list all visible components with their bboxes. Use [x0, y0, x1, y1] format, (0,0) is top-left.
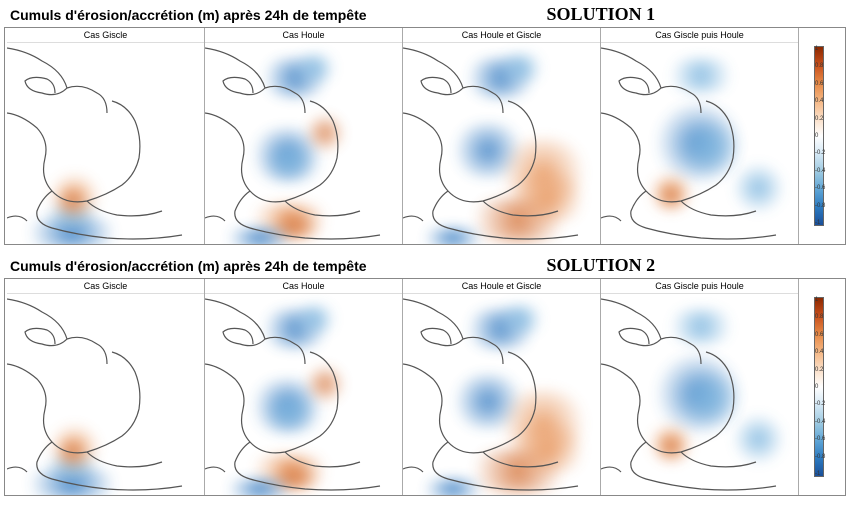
colorbar-tick: -0.2	[815, 401, 825, 407]
panel-1-1: Cas Houle	[205, 28, 403, 244]
colorbar-tick: -0.8	[815, 454, 825, 460]
colorbar-2: 1 0.8 0.6 0.4 0.2 0 -0.2 -0.4 -0.6 -0.8 -1	[799, 279, 839, 495]
colorbar-tick: -0.8	[815, 203, 825, 209]
panel-2-3: Cas Giscle puis Houle	[601, 279, 799, 495]
coastline-outline	[7, 294, 204, 494]
panel-title: Cas Giscle puis Houle	[601, 28, 798, 43]
colorbar-tick: 0	[815, 133, 825, 139]
colorbar-tick: 0.8	[815, 63, 825, 69]
colorbar-tick: 0.8	[815, 314, 825, 320]
section-title-1: Cumuls d'érosion/accrétion (m) après 24h…	[10, 7, 367, 23]
solution-label-1: SOLUTION 1	[547, 4, 656, 25]
colorbar-tick: -0.2	[815, 150, 825, 156]
panel-2-1: Cas Houle	[205, 279, 403, 495]
coastline-outline	[205, 294, 402, 494]
panel-body	[403, 43, 600, 244]
panel-title: Cas Houle	[205, 28, 402, 43]
colorbar-tick: 0	[815, 384, 825, 390]
coastline-outline	[403, 43, 600, 243]
section-title-2: Cumuls d'érosion/accrétion (m) après 24h…	[10, 258, 367, 274]
panel-body	[7, 294, 204, 495]
header-row-1: Cumuls d'érosion/accrétion (m) après 24h…	[0, 0, 850, 27]
solution-label-2: SOLUTION 2	[547, 255, 656, 276]
panel-title: Cas Giscle	[7, 28, 204, 43]
colorbar-tick: 1	[815, 46, 825, 52]
colorbar-tick: 0.4	[815, 349, 825, 355]
solution-2-section: Cumuls d'érosion/accrétion (m) après 24h…	[0, 251, 850, 496]
colorbar-tick: 0.2	[815, 367, 825, 373]
panel-title: Cas Houle et Giscle	[403, 28, 600, 43]
panel-2-0: Cas Giscle	[7, 279, 205, 495]
panel-body	[7, 43, 204, 244]
colorbar-tick: -1	[815, 220, 825, 226]
solution-1-section: Cumuls d'érosion/accrétion (m) après 24h…	[0, 0, 850, 245]
colorbar-1: 1 0.8 0.6 0.4 0.2 0 -0.2 -0.4 -0.6 -0.8 -1	[799, 28, 839, 244]
coastline-outline	[601, 294, 798, 494]
panel-2-2: Cas Houle et Giscle	[403, 279, 601, 495]
colorbar-tick: 1	[815, 297, 825, 303]
panel-1-0: Cas Giscle	[7, 28, 205, 244]
coastline-outline	[205, 43, 402, 243]
panel-body	[601, 43, 798, 244]
colorbar-tick: -0.6	[815, 185, 825, 191]
coastline-outline	[601, 43, 798, 243]
panel-title: Cas Houle	[205, 279, 402, 294]
panel-title: Cas Giscle	[7, 279, 204, 294]
panel-title: Cas Giscle puis Houle	[601, 279, 798, 294]
panel-body	[205, 43, 402, 244]
colorbar-tick: 0.6	[815, 332, 825, 338]
panel-1-3: Cas Giscle puis Houle	[601, 28, 799, 244]
colorbar-ticks: 1 0.8 0.6 0.4 0.2 0 -0.2 -0.4 -0.6 -0.8 -1	[815, 46, 825, 226]
colorbar-tick: -0.6	[815, 436, 825, 442]
panel-body	[601, 294, 798, 495]
colorbar-tick: -0.4	[815, 168, 825, 174]
header-row-2: Cumuls d'érosion/accrétion (m) après 24h…	[0, 251, 850, 278]
colorbar-tick: 0.6	[815, 81, 825, 87]
colorbar-tick: 0.2	[815, 116, 825, 122]
colorbar-tick: -0.4	[815, 419, 825, 425]
panel-body	[205, 294, 402, 495]
colorbar-tick: -1	[815, 471, 825, 477]
coastline-outline	[7, 43, 204, 243]
colorbar-ticks: 1 0.8 0.6 0.4 0.2 0 -0.2 -0.4 -0.6 -0.8 -1	[815, 297, 825, 477]
panel-1-2: Cas Houle et Giscle	[403, 28, 601, 244]
panels-row-2: Cas Giscle Cas Houle Cas Houle et Giscle…	[4, 278, 846, 496]
panels-row-1: Cas Giscle Cas Houle Cas Houle et Giscle…	[4, 27, 846, 245]
coastline-outline	[403, 294, 600, 494]
colorbar-tick: 0.4	[815, 98, 825, 104]
panel-body	[403, 294, 600, 495]
panel-title: Cas Houle et Giscle	[403, 279, 600, 294]
